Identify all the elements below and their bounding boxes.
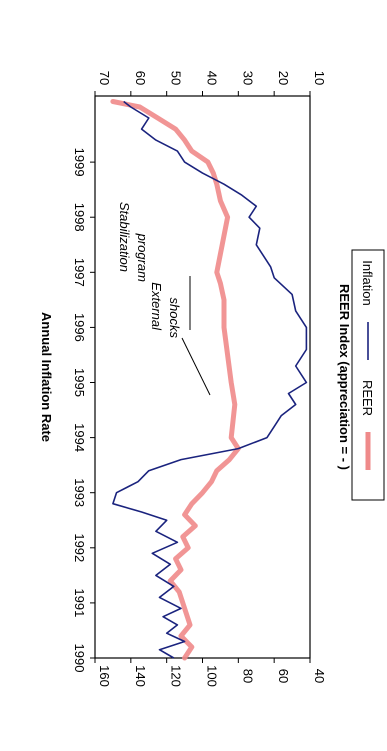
plot-area: 40 60 80 100 120 140 160 10 20 30 40 50 60 70 1990 1991… [39,71,385,687]
legend-label-reer: REER [360,380,375,416]
inflation-axis-tick-label-6: 70 [97,71,112,85]
annotation-stabilization-line2: program [135,233,150,283]
inflation-axis-tick-label-0: 10 [312,71,327,85]
reer-axis-tick-label-0: 40 [312,669,327,683]
year-tick-label-5: 1995 [72,368,87,397]
inflation-axis-tick-label-1: 20 [276,71,291,85]
reer-axis-tick-label-2: 80 [240,669,255,683]
inflation-axis-title: Annual Inflation Rate [39,312,54,442]
annotation-external-line1: External [149,282,164,331]
annotation-external-line2: shocks [167,298,182,339]
reer-axis-title: REER Index (appreciation = - ) [337,284,352,470]
inflation-axis-tick-label-4: 50 [169,71,184,85]
year-tick-label-0: 1990 [72,644,87,673]
year-tick-label-9: 1999 [72,148,87,177]
year-tick-label-7: 1997 [72,258,87,287]
plot-frame [94,95,311,659]
annotation-stabilization-line1: Stabilization [117,202,132,272]
series-line-reer [110,99,241,661]
series-line-inflation [112,100,308,659]
year-tick-label-1: 1991 [72,588,87,617]
inflation-axis-tick-label-3: 40 [205,71,220,85]
year-tick-label-3: 1993 [72,478,87,507]
year-tick-label-2: 1992 [72,533,87,562]
inflation-axis-tick-label-5: 60 [133,71,148,85]
reer-axis-tick-label-1: 60 [276,669,291,683]
reer-axis-tick-label-4: 120 [169,665,184,687]
year-tick-label-6: 1996 [72,313,87,342]
year-tick-label-8: 1998 [72,203,87,232]
reer-axis-tick-label-3: 100 [205,665,220,687]
year-tick-label-4: 1994 [72,423,87,452]
reer-axis-tick-label-5: 140 [133,665,148,687]
external-shocks-pointer [181,337,211,396]
legend-label-inflation: Inflation [360,260,375,306]
reer-axis-tick-label-6: 160 [97,665,112,687]
inflation-axis-tick-label-2: 30 [240,71,255,85]
